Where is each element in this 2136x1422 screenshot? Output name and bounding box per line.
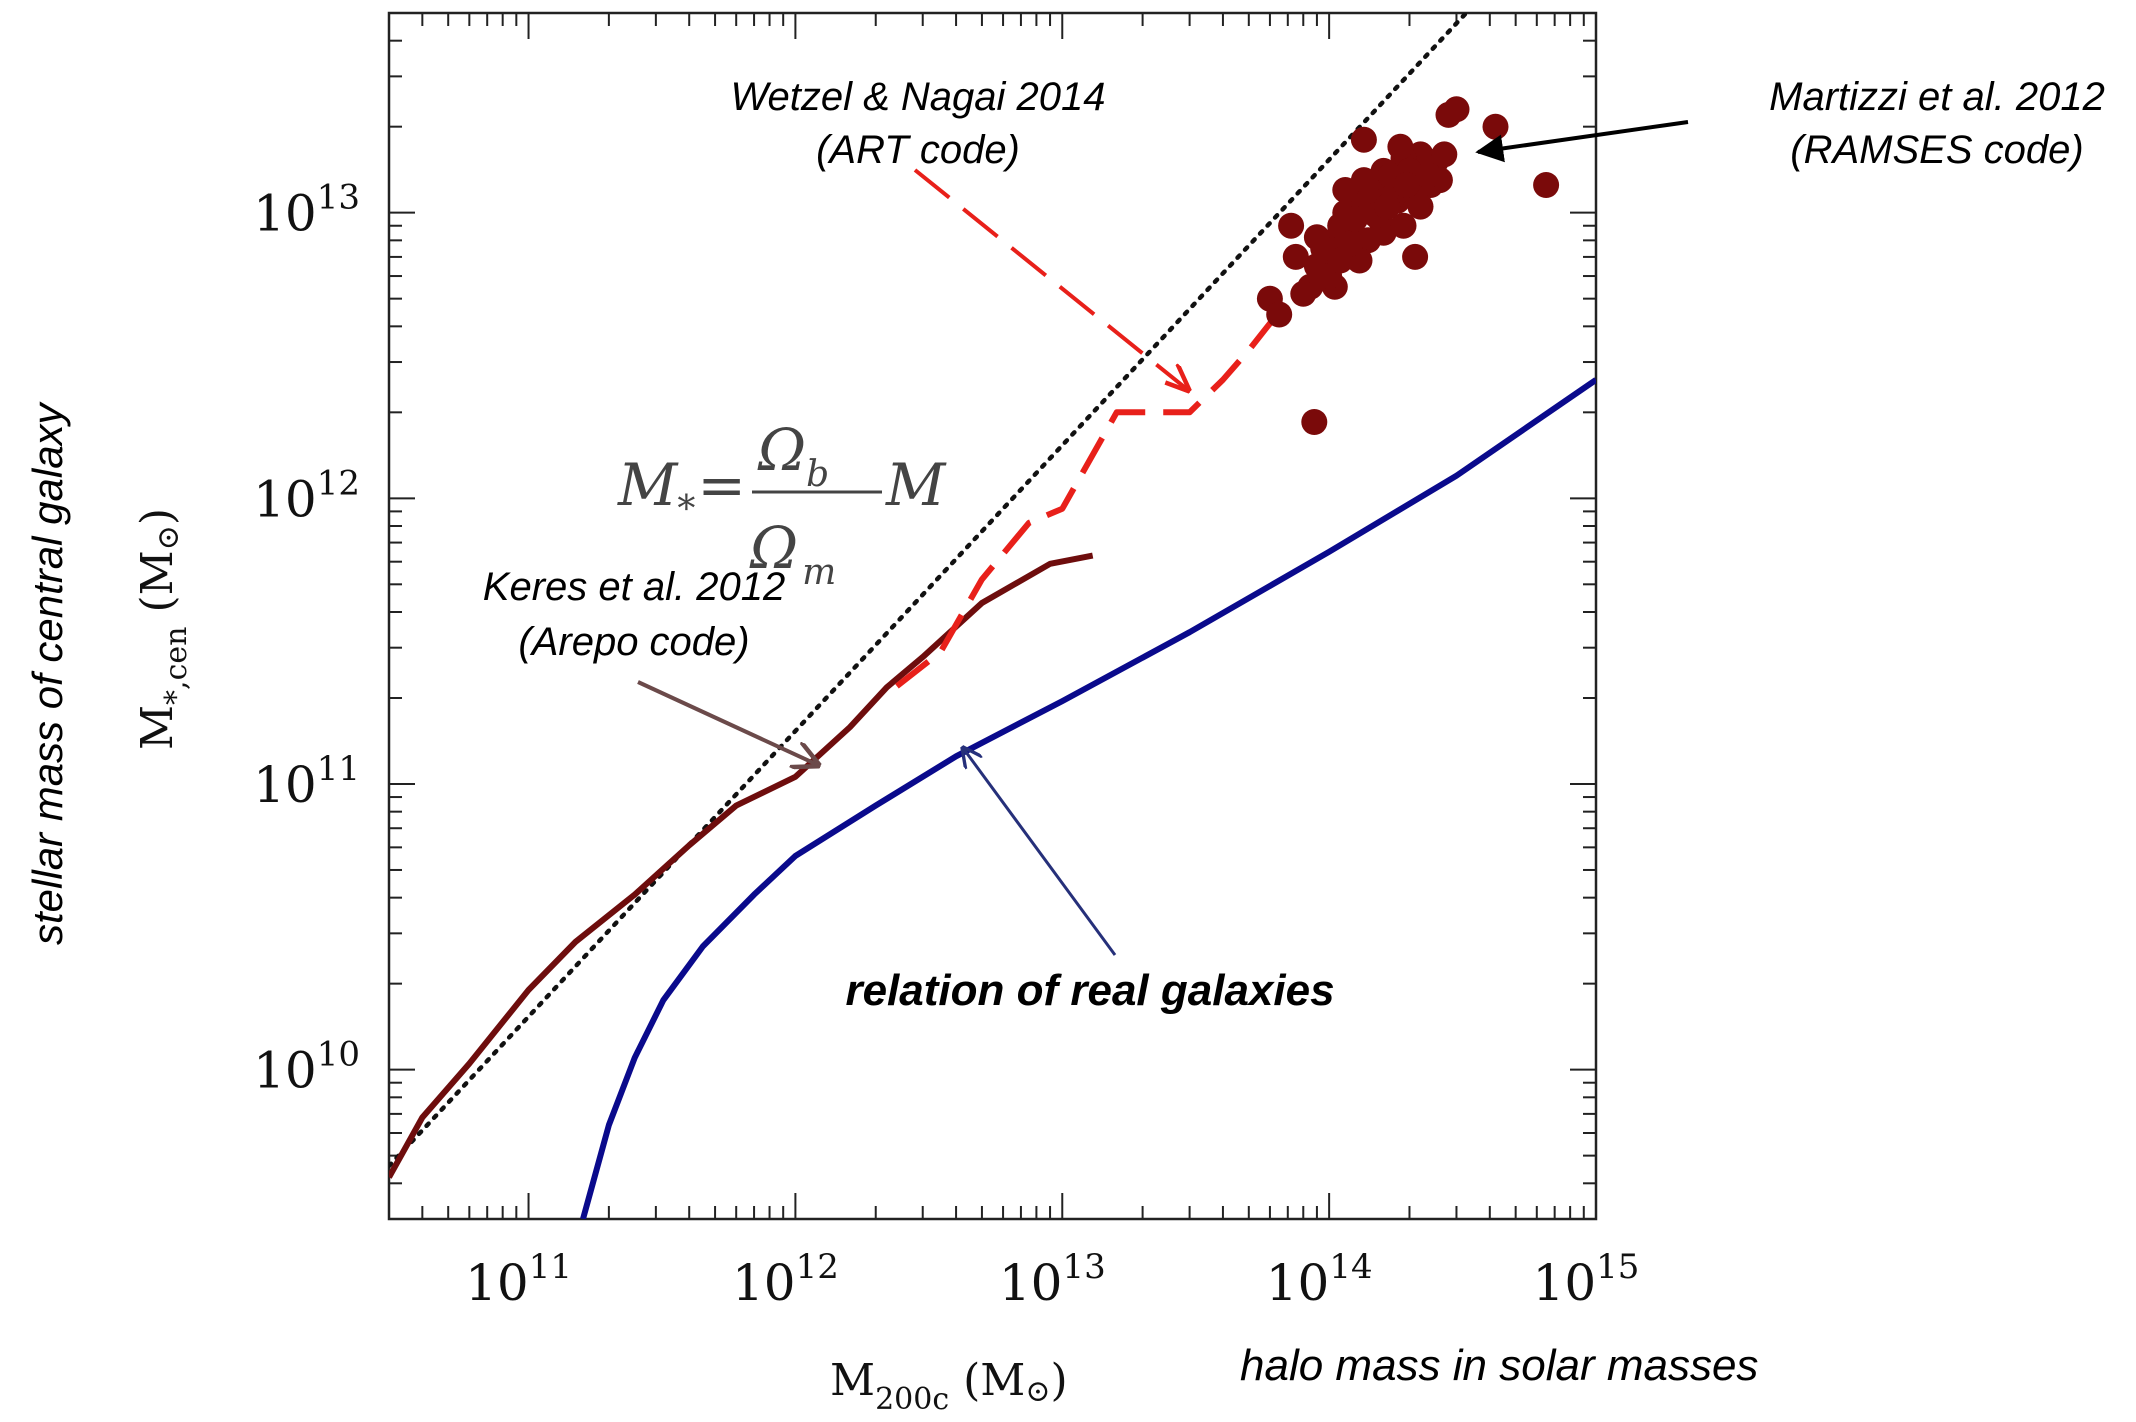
x-axis-label: M200c (M⊙) xyxy=(830,1355,1068,1417)
scatter-point-martizzi xyxy=(1327,247,1354,274)
scatter-point-martizzi xyxy=(1415,162,1442,189)
scatter-point-martizzi xyxy=(1290,280,1317,307)
keres-arrow xyxy=(637,680,818,765)
svg-text:M*=: M*= xyxy=(617,451,746,530)
scatter-point-martizzi xyxy=(1278,212,1305,239)
martizzi-label-line1: Martizzi et al. 2012 xyxy=(1769,75,2105,119)
svg-text:M: M xyxy=(885,451,947,519)
wetzel-label-line2: (ART code) xyxy=(816,128,1020,172)
axis-ticks xyxy=(388,12,1597,1220)
scatter-point-martizzi xyxy=(1387,133,1414,160)
series-baryon-fraction-limit xyxy=(389,13,1470,1169)
x-tick-label: 1011 xyxy=(465,1247,572,1312)
y-tick-label: 1011 xyxy=(253,749,360,814)
series-layer xyxy=(389,13,1596,1219)
x-tick-label: 1012 xyxy=(732,1247,839,1312)
scatter-point-martizzi xyxy=(1431,141,1458,168)
scatter-point-martizzi xyxy=(1390,212,1417,239)
y-axis-label: M*,cen(M⊙) xyxy=(132,508,194,750)
scatter-point-martizzi xyxy=(1303,224,1330,251)
scatter-point-martizzi xyxy=(1350,126,1377,153)
scatter-point-martizzi xyxy=(1332,177,1359,203)
scatter-layer xyxy=(1256,96,1560,435)
scatter-point-martizzi xyxy=(1393,172,1420,198)
martizzi-arrow xyxy=(1475,120,1689,163)
x-tick-label: 1013 xyxy=(999,1247,1106,1312)
scatter-point-martizzi xyxy=(1282,243,1309,270)
y-axis-description: stellar mass of central galaxy xyxy=(24,400,71,945)
x-tick-labels: 1011 1012 1013 1014 1015 xyxy=(465,1247,1639,1312)
svg-text:Ωb: Ωb xyxy=(757,416,829,495)
real-galaxies-label: relation of real galaxies xyxy=(845,966,1334,1015)
y-tick-labels: 1010 1011 1012 1013 xyxy=(253,178,360,1100)
plot-frame xyxy=(387,11,1598,1221)
scatter-point-martizzi xyxy=(1402,243,1429,270)
martizzi-label-line2: (RAMSES code) xyxy=(1790,128,2083,172)
scatter-point-martizzi xyxy=(1443,96,1470,123)
scatter-point-martizzi xyxy=(1342,206,1368,232)
x-axis-description: halo mass in solar masses xyxy=(1240,1341,1758,1390)
scatter-point-martizzi xyxy=(1407,193,1434,220)
series-relation-of-real-galaxies xyxy=(580,377,1596,1219)
y-tick-label: 1013 xyxy=(253,178,360,243)
scatter-point-martizzi xyxy=(1374,193,1401,220)
y-tick-label: 1010 xyxy=(253,1035,360,1100)
scatter-point-martizzi xyxy=(1482,113,1509,140)
scatter-point-martizzi xyxy=(1266,301,1293,328)
svg-text:Ωm: Ωm xyxy=(749,514,836,593)
scatter-point-martizzi xyxy=(1301,409,1328,435)
x-tick-label: 1014 xyxy=(1266,1247,1373,1312)
wetzel-arrow xyxy=(913,168,1188,390)
series-wetzel-nagai-2014-art-code xyxy=(895,309,1282,689)
real-galaxies-arrow xyxy=(963,748,1117,956)
series-keres-et-al-2012-arepo-code xyxy=(389,552,1094,1179)
keres-label-line2: (Arepo code) xyxy=(518,620,749,664)
y-tick-label: 1012 xyxy=(253,463,360,528)
wetzel-label-line1: Wetzel & Nagai 2014 xyxy=(730,75,1105,119)
scatter-point-martizzi xyxy=(1533,172,1560,198)
x-tick-label: 1015 xyxy=(1533,1247,1640,1312)
keres-label-line1: Keres et al. 2012 xyxy=(483,565,785,609)
